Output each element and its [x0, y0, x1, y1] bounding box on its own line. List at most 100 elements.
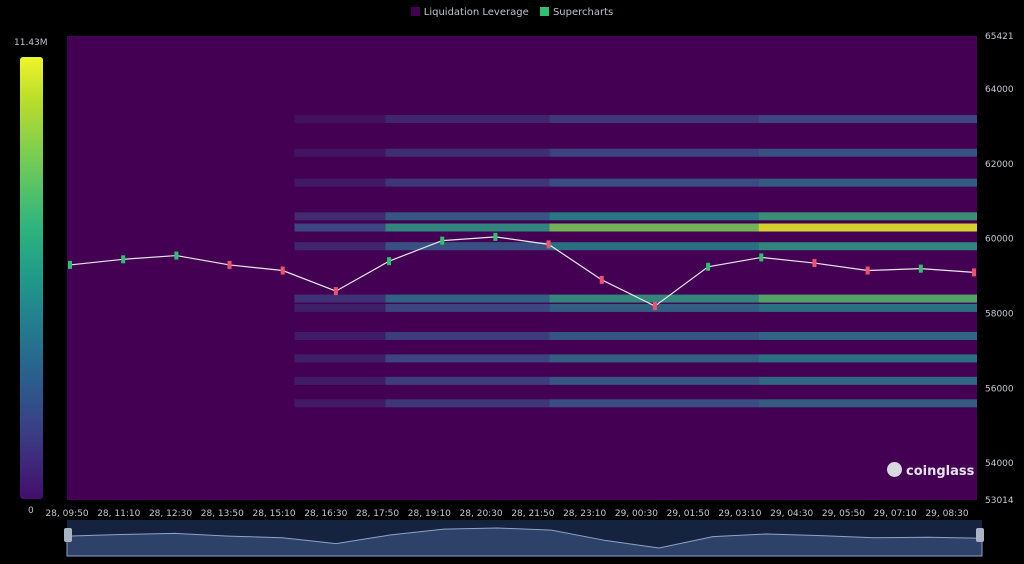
y-tick-label-4: 58000 [985, 310, 1014, 320]
heatmap-band-1-seg-0 [294, 212, 386, 221]
heatmap-band-7-seg-1 [385, 376, 550, 385]
price-point-1 [121, 255, 126, 264]
price-point-7 [440, 236, 445, 245]
legend-swatch-supercharts [539, 7, 549, 16]
heatmap-band-4-seg-0 [294, 303, 386, 312]
legend-item-liquidation-leverage[interactable]: Liquidation Leverage [410, 7, 529, 18]
heatmap-band-10-seg-1 [385, 148, 550, 157]
heatmap-band-5-seg-2 [549, 331, 759, 340]
heatmap-band-4-seg-3 [758, 303, 977, 312]
heatmap-band-11-seg-3 [758, 115, 977, 124]
heatmap-band-5-seg-3 [758, 331, 977, 340]
coinglass-watermark: coinglass [887, 462, 974, 479]
heatmap-band-5-seg-0 [294, 331, 386, 340]
heatmap-band-7-seg-0 [294, 376, 386, 385]
x-tick-label-8: 28, 20:30 [460, 509, 503, 519]
price-point-0 [68, 260, 72, 269]
heatmap-band-0-seg-0 [294, 223, 386, 232]
heatmap-bands [294, 115, 977, 408]
y-tick-label-5: 56000 [985, 384, 1014, 394]
heatmap-band-2-seg-1 [385, 242, 550, 251]
chart-legend: Liquidation Leverage Supercharts [0, 7, 1024, 18]
y-tick-label-7: 53014 [985, 496, 1014, 506]
x-tick-label-11: 29, 00:30 [615, 509, 658, 519]
coinglass-logo-icon [887, 462, 902, 477]
heatmap-band-0-seg-1 [385, 223, 550, 232]
heatmap-band-6-seg-2 [549, 354, 759, 363]
x-tick-label-4: 28, 15:10 [252, 509, 295, 519]
heatmap-band-9-seg-0 [294, 178, 386, 187]
heatmap-band-11-seg-0 [294, 115, 386, 124]
x-tick-label-2: 28, 12:30 [149, 509, 192, 519]
price-point-6 [387, 257, 392, 266]
navigator-right-handle[interactable] [976, 528, 984, 542]
heatmap-band-1-seg-3 [758, 212, 977, 221]
heatmap-band-10-seg-3 [758, 148, 977, 157]
price-point-4 [280, 266, 285, 275]
y-tick-label-3: 60000 [985, 235, 1014, 245]
heatmap-band-9-seg-1 [385, 178, 550, 187]
heatmap-band-9-seg-3 [758, 178, 977, 187]
legend-label-supercharts: Supercharts [552, 7, 614, 18]
price-point-14 [812, 259, 817, 268]
heatmap-band-0-seg-2 [549, 223, 759, 232]
price-point-12 [706, 262, 711, 271]
range-navigator[interactable] [64, 520, 984, 557]
heatmap-band-0-seg-3 [758, 223, 977, 232]
heatmap-band-2-seg-2 [549, 242, 759, 251]
x-tick-label-14: 29, 04:30 [770, 509, 813, 519]
heatmap-band-4-seg-1 [385, 303, 550, 312]
heatmap-band-10-seg-2 [549, 148, 759, 157]
price-point-2 [174, 251, 179, 260]
x-tick-label-12: 29, 01:50 [667, 509, 710, 519]
heatmap-band-11-seg-2 [549, 115, 759, 124]
heatmap-band-8-seg-2 [549, 399, 759, 408]
y-tick-label-1: 64000 [985, 85, 1014, 95]
x-tick-label-10: 28, 23:10 [563, 509, 606, 519]
colorbar-max-label: 11.43M [14, 38, 48, 48]
y-tick-label-0: 65421 [985, 32, 1014, 42]
legend-label-liquidation-leverage: Liquidation Leverage [423, 7, 529, 18]
heatmap-band-8-seg-0 [294, 399, 386, 408]
heatmap-band-2-seg-0 [294, 242, 386, 251]
heatmap-band-10-seg-0 [294, 148, 386, 157]
colorbar-min-label: 0 [28, 506, 34, 516]
price-point-17 [972, 268, 976, 277]
heatmap-band-9-seg-2 [549, 178, 759, 187]
navigator-left-handle[interactable] [64, 528, 72, 542]
price-point-13 [759, 253, 764, 262]
x-tick-label-0: 28, 09:50 [45, 509, 88, 519]
price-point-8 [493, 232, 498, 241]
price-point-5 [333, 287, 338, 296]
heatmap-band-7-seg-3 [758, 376, 977, 385]
y-tick-label-6: 54000 [985, 459, 1014, 469]
x-tick-label-15: 29, 05:50 [822, 509, 865, 519]
heatmap-band-11-seg-1 [385, 115, 550, 124]
x-axis: 28, 09:50 28, 11:10 28, 12:30 28, 13:50 28, … [45, 509, 968, 519]
legend-item-supercharts[interactable]: Supercharts [539, 7, 614, 18]
heatmap-band-6-seg-3 [758, 354, 977, 363]
x-tick-label-9: 28, 21:50 [511, 509, 554, 519]
heatmap-band-6-seg-1 [385, 354, 550, 363]
heatmap-band-3-seg-0 [294, 294, 386, 303]
x-tick-label-5: 28, 16:30 [304, 509, 347, 519]
price-point-10 [599, 275, 604, 284]
x-tick-label-6: 28, 17:50 [356, 509, 399, 519]
heatmap-band-2-seg-3 [758, 242, 977, 251]
heatmap-band-5-seg-1 [385, 331, 550, 340]
heatmap-band-1-seg-2 [549, 212, 759, 221]
y-tick-label-2: 62000 [985, 160, 1014, 170]
x-tick-label-16: 29, 07:10 [874, 509, 917, 519]
price-point-15 [865, 266, 870, 275]
heatmap-background [67, 36, 977, 500]
price-series [68, 232, 976, 311]
x-tick-label-17: 29, 08:30 [925, 509, 968, 519]
legend-swatch-liquidation-leverage [410, 7, 420, 16]
x-tick-label-3: 28, 13:50 [201, 509, 244, 519]
heatmap-band-3-seg-2 [549, 294, 759, 303]
heatmap-band-1-seg-1 [385, 212, 550, 221]
heatmap-band-6-seg-0 [294, 354, 386, 363]
price-point-11 [652, 302, 657, 311]
y-axis: 65421 64000 62000 60000 58000 56000 54000 53014 [985, 32, 1014, 506]
